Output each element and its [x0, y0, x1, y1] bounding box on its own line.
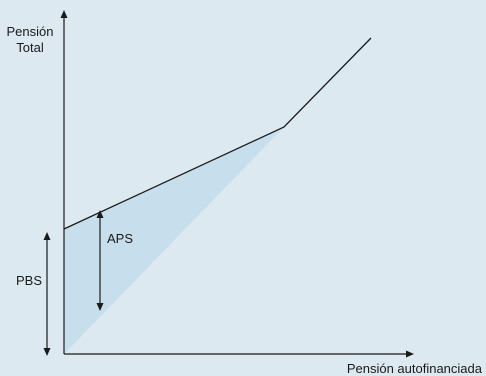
- y-axis-label-line2: Total: [16, 40, 44, 55]
- y-axis-label-line1: Pensión: [7, 24, 54, 39]
- total-pension-line: [63, 37, 372, 230]
- pbs-label: PBS: [16, 273, 42, 288]
- x-axis-label: Pensión autofinanciada: [347, 361, 483, 376]
- aps-label: APS: [107, 231, 133, 246]
- aps-shaded-region: [64, 127, 284, 354]
